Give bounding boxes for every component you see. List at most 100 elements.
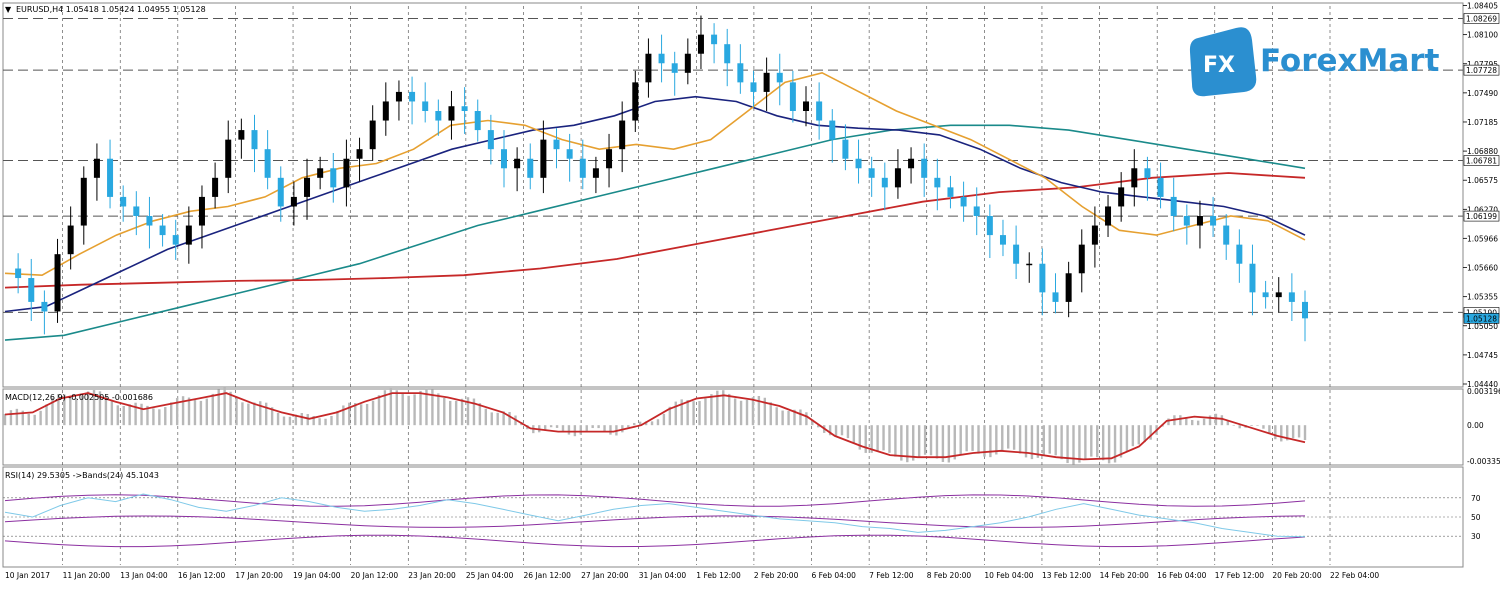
price-tick-label: 1.05966 [1467,234,1498,243]
bear-candle [422,101,429,111]
bull-candle [304,177,311,197]
rsi-tick-label: 70 [1471,494,1481,503]
bear-candle [159,225,166,236]
time-tick-label: 2 Feb 20:00 [754,571,799,580]
bear-candle [999,235,1006,245]
time-tick-label: 23 Jan 20:00 [408,571,456,580]
bear-candle [776,72,783,83]
bear-candle [120,196,127,207]
bull-candle [763,72,770,92]
bull-candle [1275,292,1282,298]
rsi-indicator: 70 50 30 [3,493,1481,548]
bear-candle [330,168,337,188]
header-arrow[interactable]: ▼ [5,5,12,14]
moving-averages [4,71,1306,341]
bull-candle [684,53,691,73]
bear-candle [435,111,442,121]
bull-candle [1196,216,1203,226]
bull-candle [1091,225,1098,245]
candlesticks [15,15,1308,342]
bear-candle [487,130,494,150]
logo-text: ForexMart [1260,43,1440,79]
bear-candle [658,53,665,64]
bear-candle [973,206,980,216]
bear-candle [474,111,481,131]
bull-candle [317,168,324,178]
price-tick-label: 1.07795 [1467,60,1498,69]
bull-candle [369,120,376,150]
price-tick-label: 1.08100 [1467,31,1498,40]
bull-candle [212,177,219,197]
price-tick-label: 1.05355 [1467,293,1498,302]
price-tick-label: 1.08405 [1467,2,1498,11]
price-axis: 1.08405 1.08100 1.07795 1.07490 1.07185 1.068… [1463,2,1500,389]
time-tick-label: 10 Feb 04:00 [984,571,1033,580]
bear-candle [1157,177,1164,197]
bull-candle [238,130,245,140]
bear-candle [986,216,993,236]
logo-mark: FX [1203,53,1235,78]
bull-candle [67,225,74,255]
time-tick-label: 25 Jan 04:00 [466,571,514,580]
macd-signal-line [4,392,1306,461]
bear-candle [1210,216,1217,226]
macd-indicator: 0.003196 0.00 -0.00335 [3,387,1500,466]
bear-candle [737,63,744,83]
price-level-tag [1463,13,1500,24]
bear-candle [1039,263,1046,293]
rsi-upper-band [4,494,1306,507]
bear-candle [816,101,823,121]
time-tick-label: 17 Feb 12:00 [1215,571,1264,580]
ma-mid-line [4,95,1306,313]
forexmart-logo: FX ForexMart [1189,27,1440,97]
time-tick-label: 11 Jan 20:00 [63,571,111,580]
bear-candle [671,63,678,73]
price-level-tag [1463,313,1500,324]
price-panel [2,2,1464,388]
macd-tick-label: 0.003196 [1467,387,1500,396]
time-tick-label: 27 Jan 20:00 [581,571,629,580]
bear-candle [15,268,22,279]
bull-candle [632,82,639,121]
time-tick-label: 16 Feb 04:00 [1157,571,1206,580]
price-tick-label: 1.05050 [1467,322,1498,331]
time-tick-label: 17 Jan 20:00 [235,571,283,580]
macd-panel [2,388,1464,466]
price-level-label: 1.07728 [1466,66,1497,75]
bear-candle [960,196,967,207]
time-tick-label: 26 Jan 12:00 [523,571,571,580]
bull-candle [697,34,704,54]
bull-candle [908,158,915,169]
bear-candle [881,177,888,188]
ma-fast-line [4,71,1306,277]
bull-candle [1131,168,1138,188]
time-tick-label: 1 Feb 12:00 [696,571,741,580]
bear-candle [1144,168,1151,178]
time-tick-label: 19 Jan 04:00 [293,571,341,580]
bull-candle [1026,263,1033,266]
price-level-label: 1.06199 [1466,212,1497,221]
bear-candle [750,82,757,92]
bear-candle [133,206,140,216]
bear-candle [251,130,258,150]
bear-candle [1223,225,1230,245]
bull-candle [382,101,389,121]
bear-candle [1249,263,1256,293]
bull-candle [1078,244,1085,274]
bear-candle [921,158,928,178]
bull-candle [93,158,100,178]
bull-candle [1105,206,1112,226]
rsi-line [4,493,1306,538]
bull-candle [619,120,626,150]
bear-candle [500,149,507,169]
symbol-readout: EURUSD,H4 1.05418 1.05424 1.04955 1.0512… [16,5,206,14]
time-axis: 10 Jan 2017 11 Jan 20:00 13 Jan 04:00 16 Ja… [5,571,1379,580]
bull-candle [540,139,547,178]
bear-candle [1052,292,1059,302]
bear-candle [947,187,954,197]
bear-candle [789,82,796,111]
price-level-label: 1.08269 [1466,15,1497,24]
